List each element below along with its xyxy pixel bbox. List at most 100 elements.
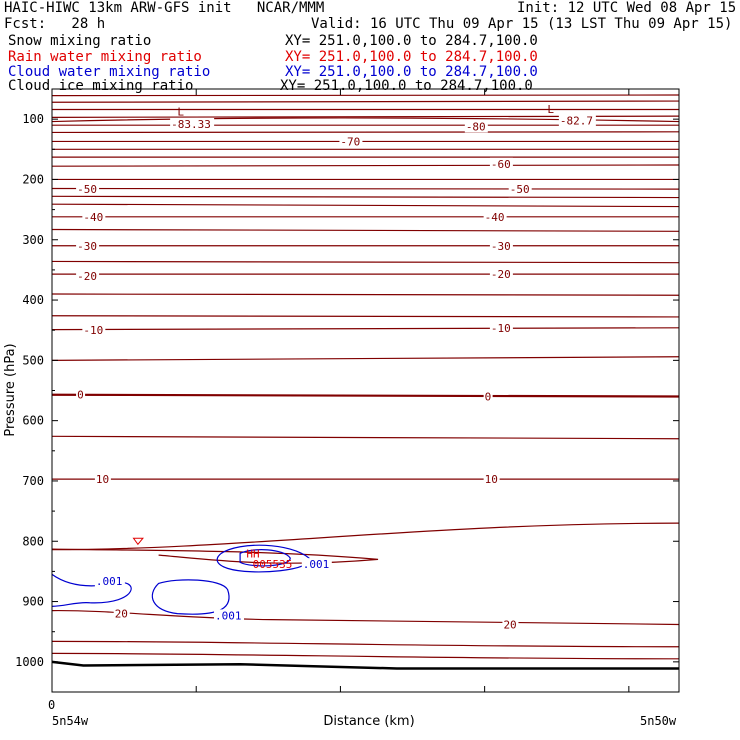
isotherm-label: 10 — [96, 473, 109, 486]
y-axis-title: Pressure (hPa) — [3, 343, 18, 436]
low-marker: L — [547, 103, 554, 116]
y-tick-label: 300 — [22, 233, 44, 247]
isotherm-label-bg — [483, 210, 507, 223]
isotherm-label-bg — [82, 210, 106, 223]
field-cloud-ice-xy: XY= 251.0,100.0 to 284.7,100.0 — [280, 78, 533, 94]
isotherm-line — [51, 327, 680, 331]
isotherm-label-bg — [489, 268, 513, 281]
isotherm-label: -40 — [83, 211, 103, 224]
temperature-contours — [51, 94, 680, 660]
isotherm-label: -70 — [340, 135, 360, 148]
field-rain-xy: XY= 251.0,100.0 to 284.7,100.0 — [285, 49, 538, 65]
isotherm-line — [51, 94, 680, 97]
isotherm-label-bg — [76, 183, 100, 196]
header-fcst: Fcst: 28 h — [4, 16, 106, 32]
y-tick-label: 400 — [22, 293, 44, 307]
x-tick-zero: 0 — [48, 698, 55, 712]
isotherm-label: 20 — [115, 608, 128, 621]
isotherm-line — [51, 652, 680, 660]
field-cloud-ice-name: Cloud ice mixing ratio — [8, 78, 194, 94]
low-marker: L — [177, 105, 184, 118]
cloud-label-bg — [214, 609, 245, 622]
cloud-label-bg — [301, 558, 332, 571]
isotherm-label: 20 — [503, 618, 516, 631]
hh-label: 005535 — [253, 558, 293, 571]
cloud-contour-left — [51, 573, 132, 607]
isotherm-label-bg — [502, 618, 519, 631]
isotherm-label-bg — [464, 120, 488, 133]
isotherm-label: -10 — [491, 322, 511, 335]
isotherm-tongue — [51, 548, 379, 564]
isotherm-label: -20 — [77, 270, 97, 283]
x-right-label: 5n50w — [640, 714, 677, 728]
isotherm-label-bg — [489, 321, 513, 334]
isotherm-line — [51, 195, 680, 199]
y-tick-label: 500 — [22, 353, 44, 367]
isotherm-label-bg — [339, 135, 363, 148]
isotherm-line — [51, 131, 680, 134]
isotherm-line — [51, 228, 680, 232]
header-title: HAIC-HIWC 13km ARW-GFS init NCAR/MMM — [4, 0, 325, 16]
x-left-label: 5n54w — [52, 714, 89, 728]
field-snow-xy: XY= 251.0,100.0 to 284.7,100.0 — [285, 33, 538, 49]
surface-line — [51, 660, 679, 670]
isotherm-label: -82.7 — [560, 114, 593, 127]
rain-marker — [132, 537, 144, 546]
isotherm-label: -50 — [510, 183, 530, 196]
isotherm-label-bg — [558, 114, 596, 127]
isotherm-label-bg — [76, 388, 86, 401]
cloud-contour-core-inner — [239, 549, 291, 567]
isotherm-label: -83.33 — [171, 118, 211, 131]
isotherm-label-bg — [76, 269, 100, 282]
isotherm-label-bg — [489, 157, 513, 170]
isotherm-line — [51, 356, 680, 361]
isotherm-label: -50 — [77, 183, 97, 196]
isotherm-line — [51, 187, 680, 190]
isotherm-label: -80 — [466, 120, 486, 133]
field-cloud-water-name: Cloud water mixing ratio — [8, 64, 211, 80]
isotherm-label-bg — [82, 324, 106, 337]
isotherm-20 — [51, 609, 680, 626]
hh-label: HH — [246, 547, 259, 560]
isotherm-label: 0 — [485, 391, 492, 404]
isotherm-label-bg — [489, 239, 513, 252]
y-tick-label: 600 — [22, 414, 44, 428]
field-rain-name: Rain water mixing ratio — [8, 49, 202, 65]
isotherm-label-bg — [483, 390, 493, 403]
isotherm-line — [51, 640, 680, 648]
isotherm-line — [51, 435, 680, 440]
isotherm-label-bg — [94, 473, 111, 486]
header-valid: Valid: 16 UTC Thu 09 Apr 15 (13 LST Thu … — [311, 16, 733, 32]
y-tick-label: 700 — [22, 474, 44, 488]
isotherm-line — [51, 293, 680, 296]
cloud-label: .001 — [215, 609, 242, 622]
isotherm-line — [51, 100, 680, 103]
cloud-water-contours — [51, 537, 310, 615]
isotherm-label: 0 — [77, 389, 84, 402]
isotherm-label: -10 — [83, 324, 103, 337]
isotherm-line — [51, 260, 680, 264]
isotherm-line — [51, 393, 680, 398]
isotherm-label: -40 — [485, 211, 505, 224]
contour-labels: -83.33 -82.7 -80 -70 -60 -50 -50 -40 -40 -30 -30 -2… — [76, 103, 596, 631]
isotherm-label-bg — [170, 117, 215, 130]
cloud-label: .001 — [303, 558, 330, 571]
isotherm-label-bg — [113, 607, 130, 620]
cloud-label-bg — [94, 575, 125, 588]
x-axis-title: Distance (km) — [323, 714, 414, 729]
y-tick-label: 1000 — [15, 655, 44, 669]
field-snow-name: Snow mixing ratio — [8, 33, 152, 49]
isotherm-label-bg — [76, 239, 100, 252]
isotherm-label: -60 — [491, 158, 511, 171]
y-tick-label: 900 — [22, 595, 44, 609]
isotherm-line — [51, 164, 680, 167]
isotherm-label-bg — [483, 473, 500, 486]
y-tick-label: 800 — [22, 534, 44, 548]
cloud-contour-core-outer — [216, 544, 310, 573]
isotherm-label-bg — [508, 183, 532, 196]
isotherm-label: -30 — [77, 240, 97, 253]
terrain-surface — [51, 660, 679, 670]
cloud-contour-mid — [151, 579, 230, 615]
